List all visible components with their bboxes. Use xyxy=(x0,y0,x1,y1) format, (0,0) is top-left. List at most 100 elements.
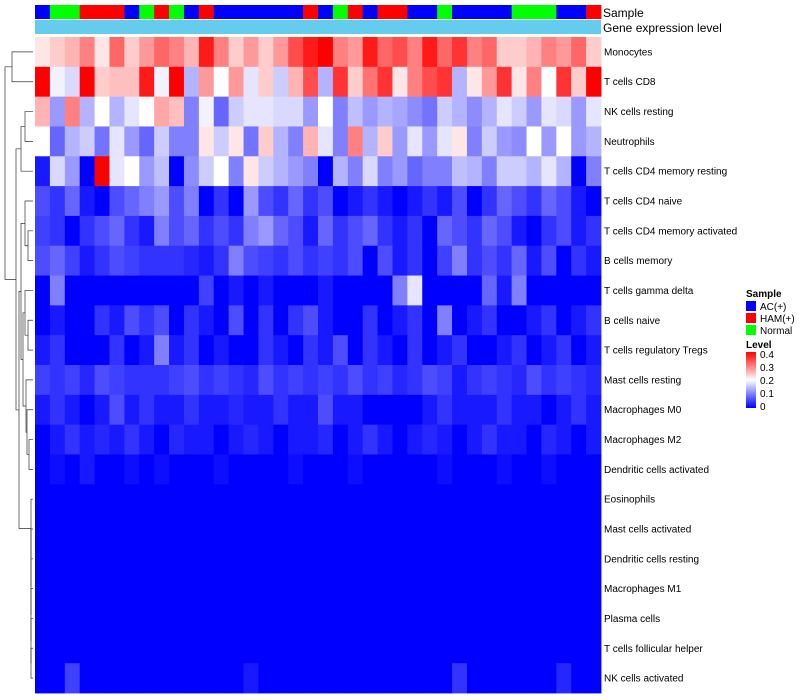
heatmap-cell xyxy=(511,126,527,157)
heatmap-cell xyxy=(332,603,349,634)
heatmap-cell xyxy=(228,484,244,515)
heatmap-cell xyxy=(496,66,513,98)
heatmap-cell xyxy=(79,543,95,575)
heatmap-cell xyxy=(288,394,304,426)
heatmap-cell xyxy=(377,305,393,336)
heatmap-cell xyxy=(437,305,453,336)
dendrogram-branch xyxy=(30,498,33,558)
row-label: T cells CD8 xyxy=(604,77,656,88)
heatmap-cell xyxy=(511,96,527,127)
heatmap-cell xyxy=(437,633,453,664)
heatmap-cell xyxy=(198,275,215,306)
heatmap-cell xyxy=(124,245,140,276)
heatmap-cell xyxy=(318,603,334,634)
heatmap-cell xyxy=(49,305,66,336)
heatmap-cell xyxy=(288,37,304,68)
heatmap-cell xyxy=(139,245,155,276)
dendrogram-branch xyxy=(27,230,33,261)
heatmap-cell xyxy=(347,275,364,306)
heatmap-cell xyxy=(347,394,364,426)
heatmap-cell xyxy=(303,186,319,217)
sample-annotation-cell xyxy=(213,5,230,19)
heatmap-cell xyxy=(392,275,408,306)
heatmap-cell xyxy=(511,424,527,455)
heatmap-cell xyxy=(124,186,140,217)
heatmap-cell xyxy=(169,156,185,187)
heatmap-cell xyxy=(526,186,542,217)
row-label: NK cells activated xyxy=(604,674,683,685)
heatmap-cell xyxy=(496,454,513,485)
heatmap-cell xyxy=(213,245,230,276)
heatmap-cell xyxy=(437,126,453,157)
heatmap-cell xyxy=(526,663,542,694)
heatmap-cell xyxy=(332,37,349,68)
heatmap-cell xyxy=(139,454,155,485)
heatmap-cell xyxy=(228,543,244,575)
heatmap-cell xyxy=(198,394,215,426)
heatmap-cell xyxy=(49,96,66,127)
heatmap-cell xyxy=(407,543,423,575)
heatmap-cell xyxy=(243,37,259,68)
heatmap-cell xyxy=(273,186,289,217)
row-label: B cells memory xyxy=(604,256,672,267)
heatmap-cell xyxy=(109,633,125,664)
heatmap-cell xyxy=(437,603,453,634)
dendrogram-branch xyxy=(30,647,33,679)
heatmap-cell xyxy=(288,543,304,575)
heatmap-cell xyxy=(586,454,602,485)
heatmap-cell xyxy=(109,573,125,604)
heatmap-cell xyxy=(452,633,468,664)
heatmap-cell xyxy=(273,484,289,515)
heatmap-cell xyxy=(422,37,438,68)
heatmap-cell xyxy=(347,454,364,485)
row-label: Dendritic cells activated xyxy=(604,465,709,476)
heatmap-cell xyxy=(109,275,125,306)
heatmap-cell xyxy=(332,633,349,664)
heatmap-cell xyxy=(169,66,185,98)
heatmap-cell xyxy=(64,335,81,366)
heatmap-cell xyxy=(362,424,378,455)
heatmap-cell xyxy=(139,66,155,98)
heatmap-cell xyxy=(154,573,170,604)
heatmap-cell xyxy=(318,96,334,127)
heatmap-cell xyxy=(392,454,408,485)
heatmap-cell xyxy=(481,126,498,157)
heatmap-cell xyxy=(139,126,155,157)
heatmap-cell xyxy=(64,126,81,157)
heatmap-cell xyxy=(347,365,364,396)
heatmap-cell xyxy=(303,633,319,664)
heatmap-cell xyxy=(213,37,230,68)
heatmap-cell xyxy=(139,335,155,366)
heatmap-cell xyxy=(35,96,51,127)
heatmap-cell xyxy=(407,215,423,247)
heatmap-cell xyxy=(49,275,66,306)
heatmap-cell xyxy=(243,633,259,664)
heatmap-cell xyxy=(437,156,453,187)
row-label: T cells regulatory Tregs xyxy=(604,346,708,357)
heatmap-cell xyxy=(571,365,587,396)
heatmap-cell xyxy=(437,365,453,396)
heatmap-cell xyxy=(541,335,557,366)
legend: Sample AC(+) HAM(+) Normal Level 0.4 0.3… xyxy=(746,289,795,413)
heatmap-cell xyxy=(139,543,155,575)
heatmap-cell xyxy=(496,543,513,575)
heatmap-cell xyxy=(377,37,393,68)
legend-level-tick-0-1: 0.1 xyxy=(760,389,774,400)
heatmap-cell xyxy=(198,514,215,545)
heatmap-cell xyxy=(571,633,587,664)
row-label: Macrophages M2 xyxy=(604,435,682,446)
heatmap-cell xyxy=(511,245,527,276)
heatmap-cell xyxy=(94,215,110,247)
heatmap-cell xyxy=(556,96,572,127)
sample-annotation-cell xyxy=(94,5,110,19)
heatmap-cell xyxy=(586,245,602,276)
heatmap-cell xyxy=(273,66,289,98)
sample-annotation-cell xyxy=(243,5,259,19)
heatmap-cell xyxy=(586,66,602,98)
heatmap-cell xyxy=(258,424,274,455)
heatmap-cell xyxy=(377,573,393,604)
heatmap-cell xyxy=(169,37,185,68)
heatmap-cell xyxy=(437,484,453,515)
heatmap-cell xyxy=(586,573,602,604)
heatmap-cell xyxy=(571,245,587,276)
